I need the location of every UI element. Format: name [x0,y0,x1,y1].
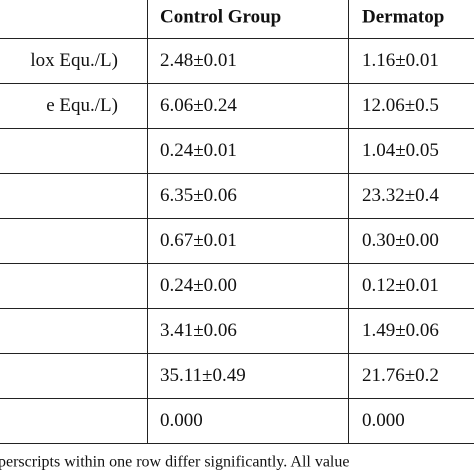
cell: 6.35±0.06 [160,185,237,206]
cell: 23.32±0.4 [362,185,439,206]
cell: 1.04±0.05 [362,140,439,161]
cell: 1.49±0.06 [362,320,439,341]
row-label: lox Equ./L) [30,50,118,71]
cell: 35.11±0.49 [160,365,246,386]
cell: 0.67±0.01 [160,230,237,251]
cell: 1.16±0.01 [362,50,439,71]
cell: 0.000 [160,410,203,431]
cell: 6.06±0.24 [160,95,237,116]
cell: 0.000 [362,410,405,431]
row-label: e Equ./L) [46,95,118,116]
cell: 12.06±0.5 [362,95,439,116]
cell: 2.48±0.01 [160,50,237,71]
cell: 0.24±0.00 [160,275,237,296]
cell: 0.30±0.00 [362,230,439,251]
footnote: perscripts within one row differ signifi… [0,454,349,471]
cell: 0.24±0.01 [160,140,237,161]
column-header: Dermatop [362,6,444,27]
cell: 21.76±0.2 [362,365,439,386]
column-header: Control Group [160,6,281,27]
cell: 0.12±0.01 [362,275,439,296]
cell: 3.41±0.06 [160,320,237,341]
